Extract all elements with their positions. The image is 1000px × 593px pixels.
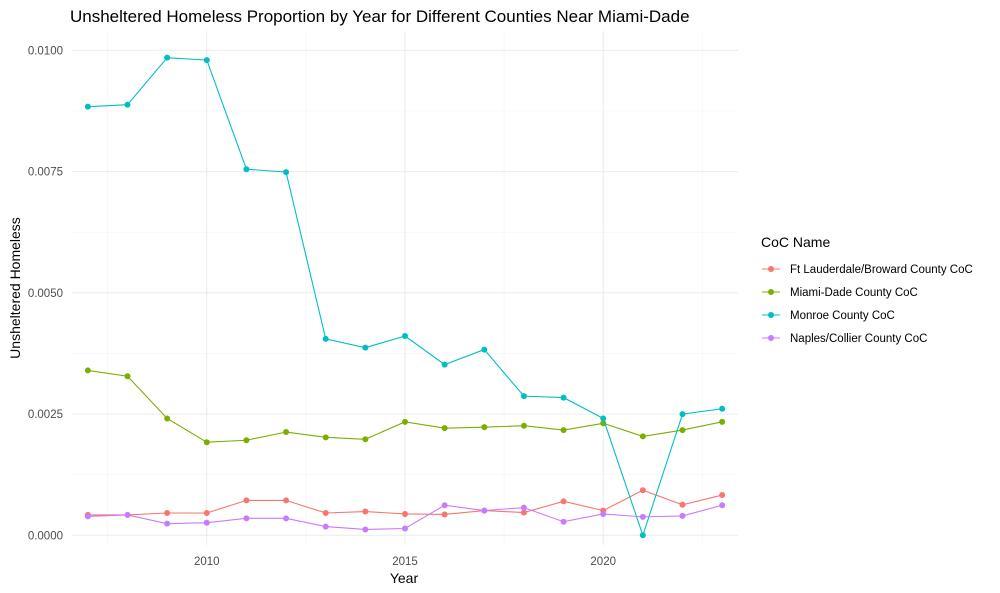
y-tick-label: 0.0000 — [28, 530, 63, 542]
legend-label: Ft Lauderdale/Broward County CoC — [790, 264, 973, 276]
data-point — [520, 509, 527, 516]
legend-key-point — [768, 289, 774, 295]
data-point — [560, 498, 567, 505]
data-point — [203, 439, 210, 446]
legend-item: Miami-Dade County CoC — [762, 287, 918, 299]
y-axis-ticks: 0.0000 0.0025 0.0050 0.0075 0.0100 — [28, 45, 63, 542]
data-point — [481, 507, 488, 514]
data-point — [679, 427, 686, 434]
data-point — [164, 415, 171, 422]
legend-key-point — [768, 266, 774, 272]
data-point — [679, 512, 686, 519]
data-point — [362, 436, 369, 443]
y-tick-label: 0.0075 — [28, 167, 63, 179]
legend-item: Ft Lauderdale/Broward County CoC — [762, 264, 973, 276]
data-point — [639, 487, 646, 494]
y-tick-label: 0.0050 — [28, 288, 63, 300]
data-point — [402, 510, 408, 517]
data-point — [243, 437, 250, 444]
data-point — [362, 508, 369, 515]
data-point — [164, 509, 171, 516]
x-axis-title: Year — [390, 570, 419, 586]
data-point — [560, 427, 567, 434]
y-axis-title: Unsheltered Homeless — [7, 217, 23, 359]
legend-key-point — [768, 335, 774, 341]
series — [84, 502, 726, 533]
data-point — [520, 422, 527, 429]
data-point — [441, 425, 448, 432]
chart-title: Unsheltered Homeless Proportion by Year … — [70, 7, 690, 26]
data-point — [719, 418, 726, 425]
data-point — [84, 513, 91, 520]
data-point — [600, 510, 607, 517]
data-point — [124, 511, 131, 518]
data-point — [124, 373, 131, 380]
y-tick-label: 0.0100 — [28, 45, 63, 57]
x-axis-ticks: 2010 2015 2020 — [194, 556, 616, 568]
data-point — [84, 367, 91, 374]
legend-item: Monroe County CoC — [762, 310, 895, 322]
data-point — [283, 429, 290, 436]
legend-key-point — [768, 312, 774, 318]
data-point — [283, 497, 290, 504]
data-point — [402, 333, 408, 340]
data-point — [639, 433, 646, 440]
series-layer — [84, 54, 726, 539]
data-point — [520, 504, 527, 511]
series — [84, 367, 726, 446]
legend-title: CoC Name — [761, 234, 830, 250]
data-point — [243, 166, 250, 173]
x-tick-label: 2020 — [590, 556, 616, 568]
legend-label: Miami-Dade County CoC — [790, 287, 918, 299]
data-point — [84, 103, 91, 110]
data-point — [322, 523, 329, 530]
data-point — [441, 511, 448, 518]
data-point — [203, 519, 210, 526]
data-point — [124, 101, 131, 108]
data-point — [203, 57, 210, 64]
data-point — [600, 415, 607, 422]
data-point — [322, 434, 329, 441]
x-tick-label: 2010 — [194, 556, 220, 568]
series — [84, 487, 726, 518]
data-point — [441, 361, 448, 368]
legend: CoC Name Ft Lauderdale/Broward County Co… — [761, 234, 973, 345]
data-point — [719, 502, 726, 509]
data-point — [164, 520, 171, 527]
data-point — [362, 344, 369, 351]
data-point — [243, 515, 250, 522]
y-tick-label: 0.0025 — [28, 409, 63, 421]
data-point — [639, 513, 646, 520]
data-point — [164, 54, 171, 61]
data-point — [402, 525, 408, 532]
data-point — [283, 169, 290, 176]
legend-label: Monroe County CoC — [790, 310, 895, 322]
data-point — [481, 346, 488, 353]
data-point — [560, 394, 567, 401]
data-point — [402, 418, 408, 425]
data-point — [441, 502, 448, 509]
data-point — [639, 532, 646, 539]
data-point — [481, 424, 488, 431]
data-point — [322, 509, 329, 516]
data-point — [520, 393, 527, 400]
data-point — [283, 515, 290, 522]
grid — [72, 31, 738, 545]
data-point — [362, 526, 369, 533]
data-point — [719, 492, 726, 499]
legend-label: Naples/Collier County CoC — [790, 333, 927, 345]
x-tick-label: 2015 — [392, 556, 418, 568]
data-point — [679, 501, 686, 508]
data-point — [243, 497, 250, 504]
data-point — [203, 509, 210, 516]
legend-item: Naples/Collier County CoC — [762, 333, 927, 345]
data-point — [322, 335, 329, 342]
series — [84, 54, 726, 539]
data-point — [560, 518, 567, 525]
data-point — [679, 411, 686, 418]
data-point — [719, 405, 726, 412]
